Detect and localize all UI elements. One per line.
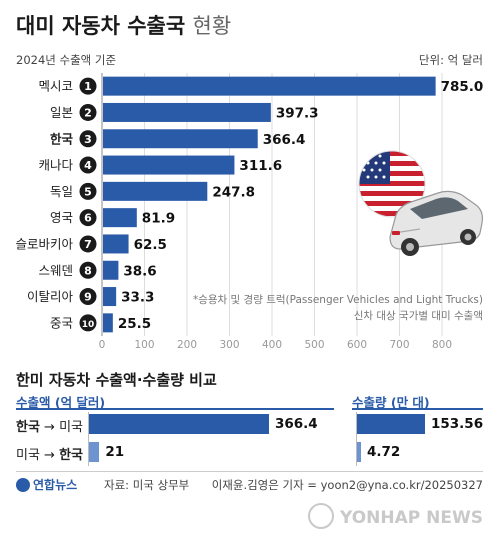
category-label: 스웨덴	[38, 263, 73, 278]
category-label: 영국	[50, 210, 73, 225]
rank-badge	[79, 182, 97, 200]
bar	[103, 76, 436, 96]
x-tick-label: 500	[304, 339, 324, 351]
source-label: 자료: 미국 상무부	[104, 478, 190, 492]
category-label: 이탈리아	[27, 289, 74, 304]
rank-number: 4	[84, 159, 92, 172]
rank-number: 1	[84, 80, 92, 93]
value-label: 81.9	[142, 211, 175, 227]
amount-bar	[89, 414, 269, 434]
logo-mark-icon	[16, 478, 30, 492]
rank-number: 5	[84, 185, 92, 198]
legend-amount: 수출액 (억 달러)	[16, 395, 106, 410]
volume-value: 4.72	[367, 444, 401, 460]
watermark-logo-icon	[308, 503, 335, 529]
x-tick-label: 0	[99, 339, 106, 351]
title-main: 대미 자동차 수출국	[16, 14, 186, 38]
x-tick-label: 400	[262, 339, 282, 351]
value-label: 62.5	[134, 237, 167, 253]
rank-number: 10	[82, 320, 95, 330]
bar	[103, 313, 113, 333]
unit-label: 단위: 억 달러	[418, 53, 483, 67]
yonhap-logo: 연합뉴스	[16, 476, 77, 493]
value-label: 397.3	[276, 105, 319, 121]
category-label: 독일	[50, 184, 73, 199]
rank-badge	[79, 235, 97, 253]
category-label: 일본	[50, 105, 73, 120]
rank-badge	[79, 156, 97, 174]
value-label: 33.3	[121, 290, 154, 306]
amount-bar	[89, 442, 100, 462]
x-tick-label: 700	[389, 339, 409, 351]
bar	[103, 102, 271, 122]
rank-badge	[79, 288, 97, 306]
category-label: 캐나다	[38, 158, 73, 173]
x-tick-label: 100	[134, 339, 154, 351]
volume-axis	[356, 412, 357, 466]
chart-note-2: 신차 대상 국가별 대미 수출액	[353, 310, 483, 322]
bar	[103, 155, 235, 175]
value-label: 311.6	[239, 158, 282, 174]
value-label: 38.6	[123, 263, 156, 279]
bar	[103, 287, 117, 307]
rank-badge	[79, 130, 97, 148]
watermark: YONHAP NEWS	[308, 503, 483, 529]
rank-number: 8	[84, 264, 92, 277]
category-label: 중국	[50, 315, 73, 330]
rank-badge	[79, 314, 97, 332]
rank-number: 2	[84, 106, 92, 119]
rank-number: 7	[84, 238, 92, 251]
rank-badge	[79, 103, 97, 121]
value-label: 366.4	[263, 132, 306, 148]
comparison-row-label: 한국 → 미국	[16, 420, 84, 435]
legend-amount-rule	[16, 408, 334, 410]
car-icon	[389, 190, 483, 256]
legend-volume: 수출량 (만 대)	[352, 395, 430, 410]
category-label: 멕시코	[38, 79, 73, 94]
title-light: 현황	[192, 14, 232, 38]
category-label: 한국	[50, 131, 74, 146]
x-tick-label: 800	[432, 339, 452, 351]
rank-badge	[79, 77, 97, 95]
credit-label: 이재윤.김영은 기자 = yoon2@yna.co.kr/20250327	[211, 478, 483, 492]
bar	[103, 260, 119, 280]
volume-value: 153.56	[431, 416, 484, 432]
rank-number: 9	[84, 291, 92, 304]
rank-badge	[79, 261, 97, 279]
legend-volume-rule	[352, 408, 483, 410]
volume-bar	[357, 442, 361, 462]
subtitle: 2024년 수출액 기준	[16, 53, 117, 67]
bar	[103, 181, 208, 201]
comparison-row-label: 미국 → 한국	[16, 448, 84, 463]
value-label: 247.8	[212, 184, 255, 200]
amount-value: 21	[105, 444, 125, 460]
amount-axis	[88, 412, 89, 466]
rank-number: 3	[84, 133, 92, 146]
page-title: 대미 자동차 수출국 현황	[16, 10, 231, 40]
value-label: 25.5	[118, 316, 151, 332]
x-tick-label: 300	[219, 339, 239, 351]
bar	[103, 129, 258, 149]
bar	[103, 234, 129, 254]
amount-value: 366.4	[275, 416, 318, 432]
value-label: 785.0	[441, 79, 484, 95]
x-tick-label: 200	[177, 339, 197, 351]
category-label: 슬로바키아	[15, 236, 73, 251]
bar	[103, 208, 137, 228]
volume-bar	[357, 414, 425, 434]
chart-note: *승용차 및 경량 트럭(Passenger Vehicles and Ligh…	[192, 294, 483, 306]
x-tick-label: 600	[347, 339, 367, 351]
rank-badge	[79, 209, 97, 227]
rank-number: 6	[84, 212, 92, 225]
comparison-title: 한미 자동차 수출액·수출량 비교	[16, 371, 217, 389]
footer-divider	[16, 471, 483, 472]
